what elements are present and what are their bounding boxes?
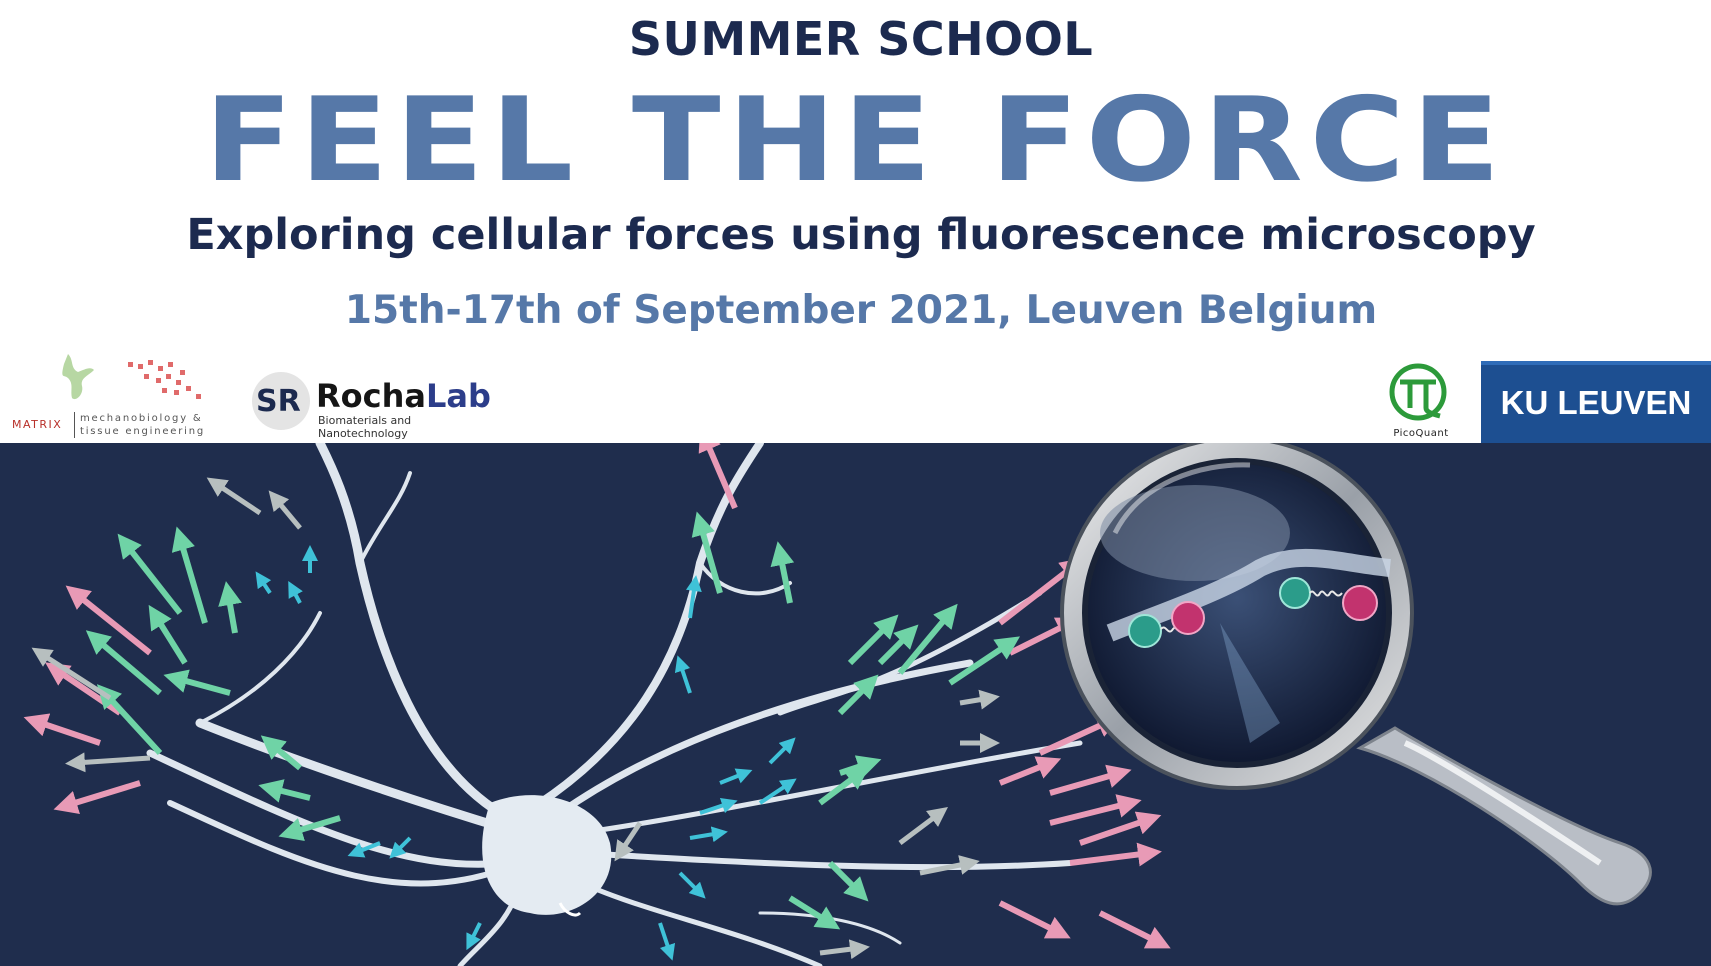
force-arrows-cyan	[255, 545, 797, 961]
neuron-fragment	[558, 902, 582, 917]
picoquant-logo: PicoQuant	[1376, 362, 1466, 442]
kuleuven-wordmark: KU LEUVEN	[1500, 384, 1692, 421]
rochalab-name: RochaLab	[316, 378, 491, 414]
picoquant-wordmark: PicoQuant	[1393, 428, 1449, 439]
rochalab-badge-icon: SR	[252, 372, 310, 430]
rochalab-badge-text: SR	[256, 384, 301, 419]
neuron-force-illustration	[0, 443, 1711, 966]
matrix-wordmark: MATRIX	[12, 418, 63, 431]
kuleuven-logo: KU LEUVEN	[1481, 361, 1711, 443]
neuron-cell-body	[482, 795, 612, 915]
matrix-logo-icon	[62, 354, 201, 400]
picoquant-logo-icon	[1389, 363, 1447, 421]
rochalab-logo: SR RochaLab Biomaterials and Nanotechnol…	[252, 372, 491, 440]
event-subtitle: Exploring cellular forces using fluoresc…	[186, 210, 1536, 260]
matrix-tagline: mechanobiology & tissue engineering	[74, 412, 235, 438]
banner-header: SUMMER SCHOOL FEEL THE FORCE Exploring c…	[0, 0, 1711, 443]
event-dates: 15th-17th of September 2021, Leuven Belg…	[344, 288, 1378, 333]
force-arrows-green	[85, 511, 1020, 930]
rochalab-name-a: Rocha	[316, 377, 426, 415]
rochalab-name-b: Lab	[425, 377, 491, 415]
force-arrows-gray	[31, 477, 1000, 960]
magnifying-glass-icon	[1060, 443, 1652, 906]
rochalab-tagline: Biomaterials and Nanotechnology	[318, 414, 412, 440]
event-title: FEEL THE FORCE	[204, 73, 1508, 208]
event-kicker: SUMMER SCHOOL	[628, 12, 1094, 66]
matrix-logo: MATRIX mechanobiology & tissue engineeri…	[10, 350, 235, 442]
